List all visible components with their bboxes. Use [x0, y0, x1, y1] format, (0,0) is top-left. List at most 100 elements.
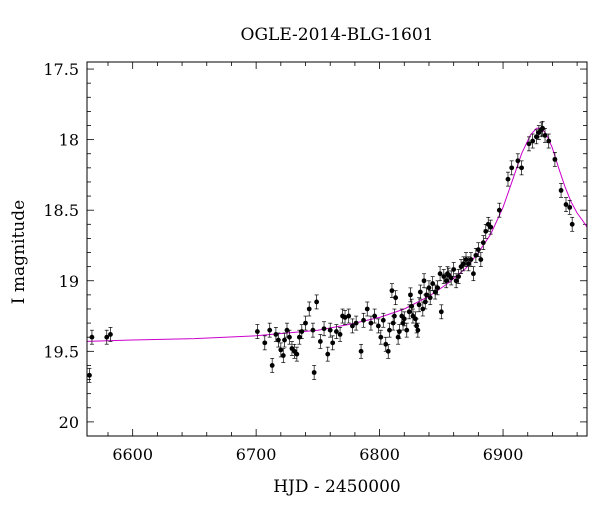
data-point — [346, 313, 352, 319]
data-point — [400, 320, 406, 326]
data-point — [475, 247, 481, 253]
y-tick-label: 18.5 — [43, 201, 79, 220]
data-point — [404, 327, 410, 333]
data-point — [350, 323, 355, 329]
x-tick-label: 6700 — [236, 445, 277, 464]
data-point — [311, 370, 317, 375]
data-point — [424, 292, 429, 298]
data-point — [284, 327, 290, 333]
data-point — [471, 271, 476, 277]
data-point — [89, 334, 95, 340]
x-tick-label: 6900 — [483, 445, 524, 464]
data-point — [408, 292, 413, 298]
data-point — [416, 302, 422, 308]
data-point — [269, 363, 275, 368]
data-point — [254, 329, 260, 334]
plot-frame — [86, 61, 588, 437]
data-point — [337, 331, 343, 337]
data-point — [353, 320, 359, 326]
data-point — [478, 257, 484, 262]
data-point — [463, 257, 469, 262]
data-point — [505, 176, 511, 182]
data-point — [372, 313, 378, 319]
data-point — [380, 317, 386, 323]
data-point — [437, 271, 443, 277]
data-point — [546, 138, 552, 144]
data-point — [567, 204, 573, 210]
data-point — [282, 337, 287, 343]
data-point — [392, 313, 397, 319]
data-point — [456, 274, 462, 279]
data-point — [496, 207, 502, 213]
chart-title: OGLE-2014-BLG-1601 — [241, 25, 434, 45]
data-point — [515, 158, 521, 164]
data-point — [299, 329, 305, 334]
data-point — [569, 221, 575, 227]
y-tick-label: 19.5 — [43, 342, 79, 361]
y-tick-label: 18 — [59, 131, 79, 150]
data-point — [438, 309, 444, 315]
data-point — [364, 306, 370, 312]
data-point — [325, 351, 331, 357]
data-point — [383, 341, 389, 347]
data-point — [451, 267, 457, 272]
data-point — [306, 306, 312, 312]
data-point — [327, 327, 333, 333]
x-tick-label: 6800 — [359, 445, 400, 464]
y-tick-label: 17.5 — [43, 60, 79, 79]
data-point — [420, 306, 426, 312]
data-point — [432, 289, 438, 295]
data-point — [314, 299, 320, 305]
data-point — [396, 329, 402, 334]
data-point — [530, 138, 536, 144]
data-point — [317, 339, 323, 344]
data-point — [387, 327, 392, 333]
data-point — [310, 327, 316, 333]
data-point — [389, 288, 395, 294]
data-point — [519, 165, 524, 171]
data-point — [415, 327, 421, 333]
data-point — [361, 317, 366, 323]
data-point — [468, 257, 474, 262]
data-point — [262, 340, 268, 346]
data-point — [483, 228, 489, 234]
data-point — [409, 303, 415, 309]
data-point — [108, 331, 113, 337]
data-point — [526, 141, 532, 147]
data-point — [427, 295, 433, 301]
data-point — [552, 156, 558, 162]
x-axis-label: HJD - 2450000 — [273, 477, 401, 497]
data-point — [563, 202, 569, 207]
data-point — [378, 334, 384, 340]
data-point — [267, 327, 273, 333]
data-point — [461, 261, 466, 267]
data-point — [303, 320, 308, 326]
data-point — [421, 278, 427, 284]
data-point — [509, 165, 515, 171]
data-point — [375, 323, 381, 329]
plot-area: 6600 6700 6800 6900 17.5 18 18.5 19 19.5 20 — [43, 60, 588, 464]
data-point — [533, 134, 539, 140]
data-point — [368, 320, 374, 326]
data-point — [480, 240, 486, 246]
data-point — [542, 132, 548, 138]
data-point — [280, 353, 286, 358]
data-point — [414, 323, 420, 329]
data-point — [441, 274, 447, 279]
data-point — [453, 278, 459, 284]
data-point — [104, 334, 110, 340]
data-point — [87, 372, 92, 378]
data-point — [435, 285, 441, 291]
data-point — [294, 351, 300, 357]
data-point — [330, 340, 336, 346]
data-point — [466, 261, 471, 267]
data-point — [426, 285, 432, 291]
data-point — [393, 295, 399, 301]
data-point — [385, 348, 391, 354]
data-point — [540, 125, 545, 131]
data-point — [558, 188, 564, 193]
data-point — [358, 348, 364, 354]
data-point — [342, 315, 348, 320]
y-tick-label: 20 — [59, 413, 79, 432]
